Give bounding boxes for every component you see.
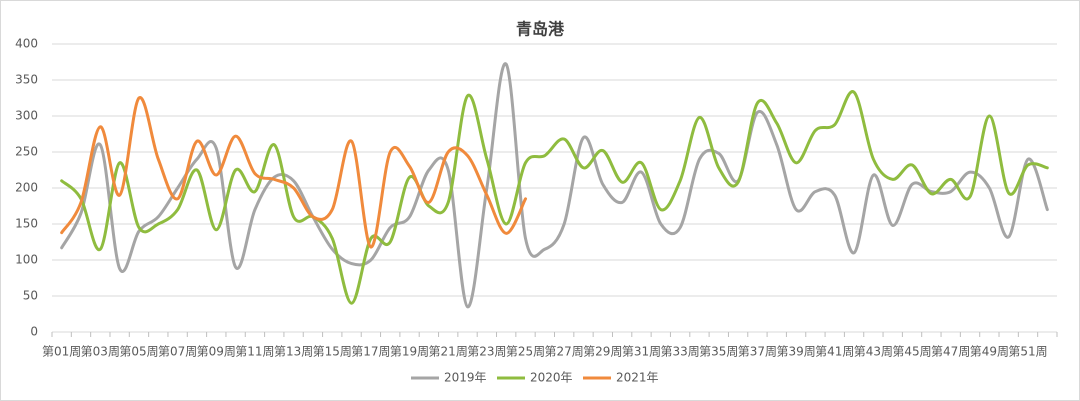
x-tick-label: 第15周	[313, 345, 352, 359]
x-tick-label: 第47周	[931, 345, 970, 359]
x-tick-label: 第19周	[390, 345, 429, 359]
y-tick-label: 50	[23, 289, 38, 303]
y-tick-label: 300	[15, 109, 38, 123]
legend-label: 2019年	[444, 371, 487, 385]
x-tick-label: 第49周	[970, 345, 1009, 359]
chart-title: 青岛港	[516, 20, 565, 39]
x-tick-label: 第07周	[158, 345, 197, 359]
x-tick-label: 第41周	[815, 345, 854, 359]
y-tick-label: 0	[30, 325, 38, 339]
x-tick-label: 第17周	[351, 345, 390, 359]
x-tick-label: 第37周	[738, 345, 777, 359]
x-tick-label: 第51周	[1008, 345, 1047, 359]
series-line	[60, 96, 528, 249]
y-tick-label: 350	[15, 73, 38, 87]
x-tick-label: 第09周	[197, 345, 236, 359]
x-tick-label: 第43周	[854, 345, 893, 359]
x-tick-label: 第01周	[42, 345, 81, 359]
y-tick-label: 250	[15, 145, 38, 159]
y-tick-label: 400	[15, 37, 38, 51]
x-tick-label: 第35周	[699, 345, 738, 359]
x-tick-label: 第05周	[119, 345, 158, 359]
y-tick-label: 150	[15, 217, 38, 231]
x-tick-label: 第27周	[545, 345, 584, 359]
x-tick-label: 第03周	[81, 345, 120, 359]
x-tick-label: 第33周	[660, 345, 699, 359]
x-tick-label: 第13周	[274, 345, 313, 359]
x-tick-label: 第25周	[506, 345, 545, 359]
series-line	[60, 62, 1049, 309]
y-tick-label: 200	[15, 181, 38, 195]
x-tick-label: 第39周	[776, 345, 815, 359]
x-tick-label: 第45周	[892, 345, 931, 359]
y-tick-label: 100	[15, 253, 38, 267]
x-tick-label: 第31周	[622, 345, 661, 359]
legend-label: 2021年	[616, 371, 659, 385]
x-tick-label: 第11周	[235, 345, 274, 359]
x-tick-label: 第23周	[467, 345, 506, 359]
x-tick-label: 第21周	[429, 345, 468, 359]
legend-label: 2020年	[530, 371, 573, 385]
series-line	[60, 90, 1049, 305]
x-tick-label: 第29周	[583, 345, 622, 359]
